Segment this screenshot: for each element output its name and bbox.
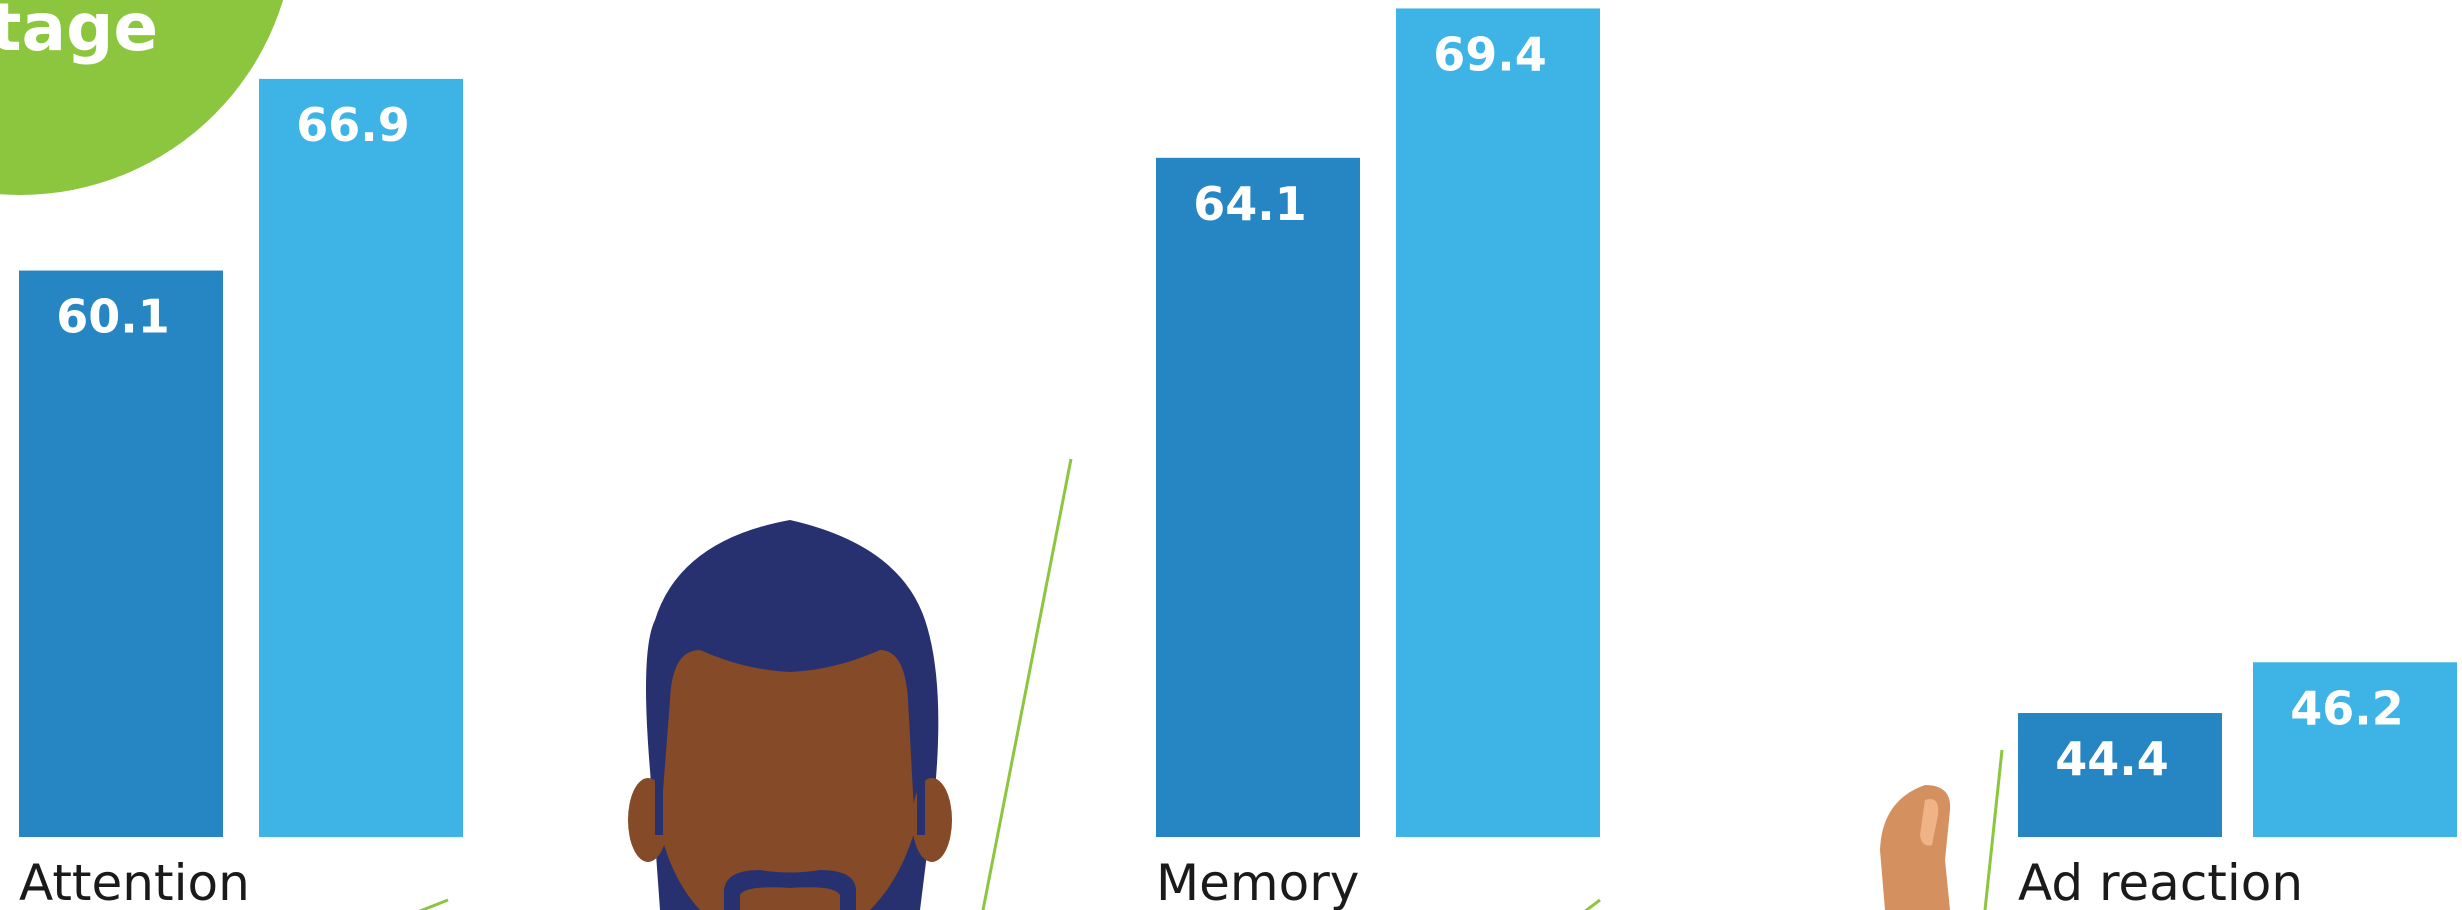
hand-nail: [1920, 799, 1939, 846]
bar: [19, 270, 223, 838]
decor-line: [981, 458, 1073, 910]
bar: [1396, 8, 1600, 838]
bar: [259, 78, 463, 838]
category-label: Memory: [1156, 854, 1359, 910]
bar: [2253, 662, 2457, 837]
category-label: Ad reaction: [2018, 854, 2303, 910]
value-label: 60.1: [56, 290, 170, 344]
decor-line: [1584, 898, 1601, 910]
hand-illustration: [1880, 785, 1951, 910]
bar: [2018, 713, 2222, 837]
decor-line: [1983, 749, 2004, 910]
person-illustration: [628, 520, 952, 910]
badge-text: tage: [0, 0, 158, 66]
bar: [1156, 157, 1360, 837]
badge-circle: [0, 0, 284, 195]
decor-line: [418, 898, 449, 910]
value-label: 66.9: [296, 98, 410, 152]
value-label: 46.2: [2290, 681, 2404, 735]
value-label: 64.1: [1193, 177, 1307, 231]
category-label: Attention: [19, 854, 250, 910]
value-label: 44.4: [2055, 732, 2169, 786]
value-label: 69.4: [1433, 27, 1547, 81]
